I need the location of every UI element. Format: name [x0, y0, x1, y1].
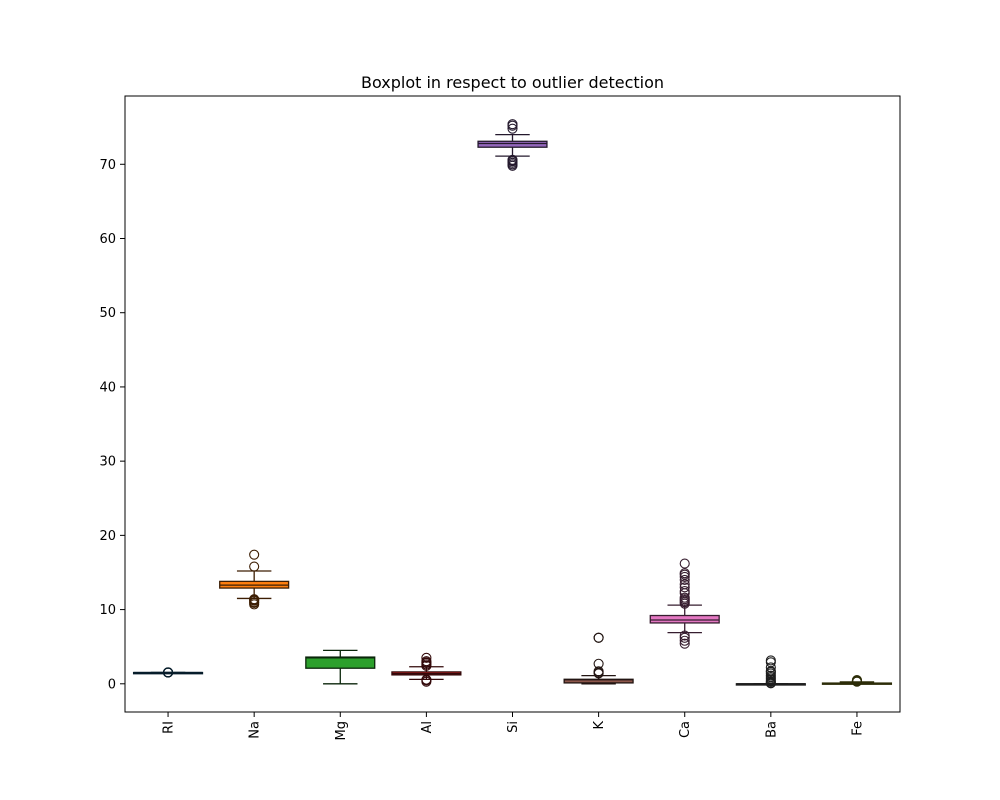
x-tick-label-al: Al — [420, 721, 435, 734]
outlier-na-7 — [249, 549, 260, 560]
y-tick-label-0: 0 — [108, 677, 116, 692]
outlier-fe-6 — [851, 674, 862, 686]
outlier-ca-13 — [679, 574, 690, 585]
outlier-k-5 — [593, 632, 604, 643]
y-tick-label-30: 30 — [99, 455, 116, 470]
outlier-al-7 — [421, 656, 432, 667]
x-tick-label-na: Na — [248, 721, 263, 739]
x-tick-label-mg: Mg — [334, 721, 349, 740]
outlier-ri-6 — [163, 667, 174, 678]
x-tick-label-k: K — [592, 721, 607, 730]
x-tick-label-si: Si — [506, 721, 521, 733]
outlier-ca-3 — [679, 630, 690, 641]
outlier-na-5 — [249, 594, 260, 605]
outlier-k-2 — [593, 666, 604, 677]
box-si — [477, 140, 548, 148]
outlier-ca-11 — [679, 582, 690, 593]
x-tick-label-ca: Ca — [678, 721, 693, 738]
outlier-ba-10 — [765, 662, 776, 673]
outlier-ca-1 — [679, 635, 690, 646]
outlier-ca-8 — [679, 592, 690, 603]
y-tick-label-70: 70 — [99, 158, 116, 173]
outlier-ca-16 — [679, 568, 690, 579]
outlier-si-6 — [507, 123, 518, 134]
outlier-ba-12 — [765, 655, 776, 666]
y-tick-label-60: 60 — [99, 232, 116, 247]
plot-area: 0 10 20 30 40 50 60 70 RI Na Mg Al Si K Ca Ba Fe — [99, 95, 901, 740]
outlier-ca-17 — [679, 558, 690, 569]
outlier-si-8 — [507, 119, 518, 130]
outlier-k-3 — [593, 658, 604, 669]
box-ca — [649, 614, 720, 624]
outlier-na-6 — [249, 561, 260, 572]
outlier-al-8 — [421, 652, 432, 663]
chart-title: Boxplot in respect to outlier detection — [361, 73, 664, 92]
outlier-si-5 — [507, 154, 518, 165]
box-mg — [305, 656, 376, 669]
y-tick-label-10: 10 — [99, 603, 116, 618]
outlier-ca-0 — [679, 638, 690, 649]
x-tick-label-ri: RI — [162, 721, 177, 734]
y-tick-label-50: 50 — [99, 306, 116, 321]
y-tick-label-40: 40 — [99, 380, 116, 395]
x-tick-label-ba: Ba — [764, 721, 779, 738]
outlier-al-2 — [421, 674, 432, 685]
outlier-ca-12 — [679, 579, 690, 590]
x-tick-label-fe: Fe — [850, 721, 865, 736]
axes-frame — [124, 95, 901, 713]
y-tick-label-20: 20 — [99, 529, 116, 544]
outlier-ca-10 — [679, 585, 690, 597]
